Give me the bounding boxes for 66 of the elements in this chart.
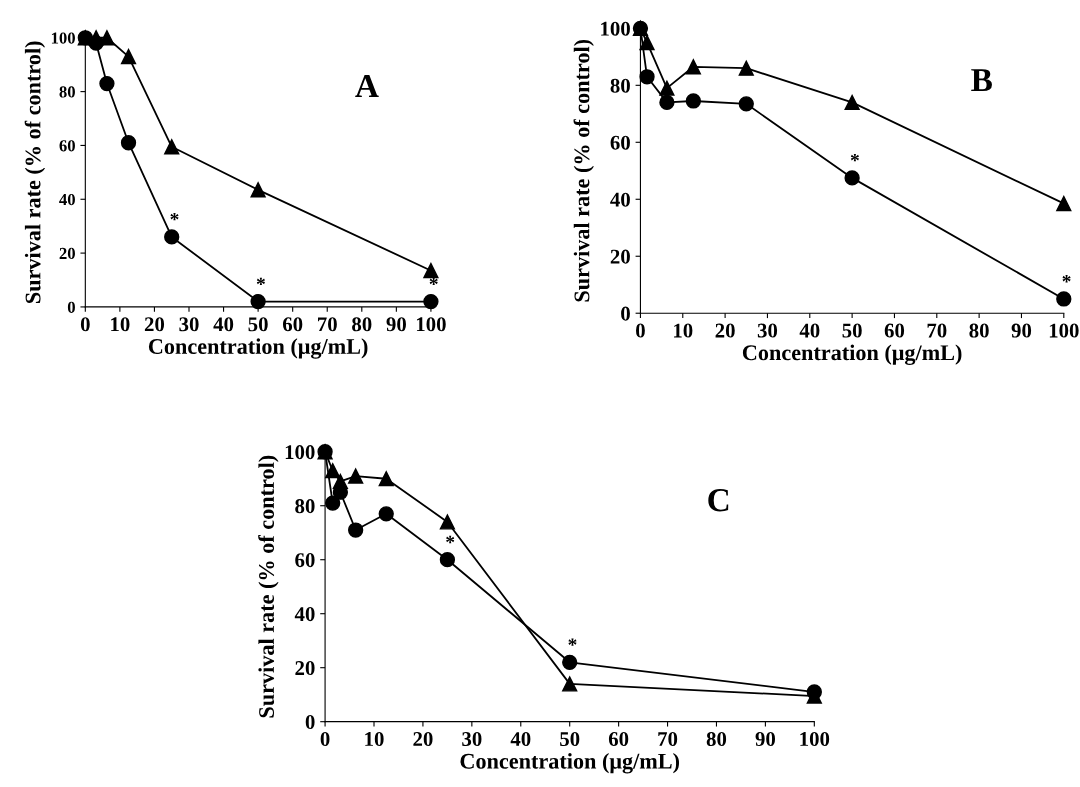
x-tick-label: 90 [1011, 323, 1032, 338]
y-tick-label: 40 [59, 193, 75, 206]
y-tick-label: 80 [59, 86, 75, 98]
x-tick-label: 100 [1049, 323, 1079, 338]
x-tick-label: 40 [510, 732, 531, 747]
y-tick-label: 100 [285, 445, 315, 460]
y-tick-label: 0 [305, 715, 315, 730]
x-tick-label: 20 [144, 317, 165, 332]
x-tick-label: 100 [416, 317, 446, 332]
x-tick-label: 60 [884, 323, 905, 338]
y-tick-label: 100 [601, 21, 630, 36]
annotation: * [256, 277, 265, 285]
x-tick-label: 30 [179, 317, 199, 332]
y-axis-title: Survival rate (% of control) [573, 39, 594, 302]
annotation: * [429, 277, 438, 285]
annotation: * [568, 638, 577, 646]
y-tick-label: 0 [621, 306, 630, 321]
x-tick-label: 10 [674, 323, 693, 338]
x-axis-title: Concentration (μg/mL) [148, 338, 368, 359]
x-tick-label: 50 [248, 317, 268, 332]
text: C [708, 489, 729, 512]
x-tick-label: 100 [800, 732, 830, 747]
text: B [971, 69, 992, 92]
y-axis-title: Survival rate (% of control) [258, 455, 279, 718]
x-tick-label: 10 [365, 732, 384, 747]
y-tick-label: 20 [59, 247, 75, 260]
y-tick-label: 20 [295, 661, 315, 676]
x-tick-label: 80 [706, 732, 727, 747]
x-tick-label: 20 [715, 323, 735, 338]
annotation: * [1062, 275, 1071, 283]
y-tick-label: 0 [67, 301, 75, 313]
x-axis-title: Concentration (μg/mL) [742, 344, 962, 365]
x-tick-label: 30 [462, 732, 482, 747]
y-axis-title: Survival rate (% of control) [24, 41, 46, 304]
x-tick-label: 0 [80, 317, 90, 332]
y-tick-label: 20 [610, 249, 630, 264]
x-tick-label: 90 [755, 732, 776, 747]
x-tick-label: 0 [320, 732, 330, 747]
y-tick-label: 60 [295, 553, 315, 568]
y-tick-label: 40 [610, 192, 630, 207]
text: A [355, 74, 379, 97]
x-tick-label: 0 [636, 323, 645, 338]
y-tick-label: 60 [59, 140, 75, 152]
x-tick-label: 30 [757, 323, 778, 338]
annotation: * [446, 535, 455, 544]
x-tick-label: 70 [658, 732, 678, 747]
x-tick-label: 70 [927, 323, 947, 338]
x-tick-label: 60 [282, 317, 303, 332]
x-tick-label: 80 [969, 323, 989, 338]
x-tick-label: 90 [386, 317, 406, 332]
x-axis-title: Concentration (μg/mL) [460, 753, 680, 774]
annotation: * [170, 213, 179, 221]
x-tick-label: 50 [842, 323, 862, 338]
x-tick-label: 20 [413, 732, 433, 747]
x-tick-label: 80 [352, 317, 372, 332]
y-tick-label: 80 [295, 499, 315, 514]
y-tick-label: 60 [610, 135, 630, 150]
x-tick-label: 40 [213, 317, 234, 332]
x-tick-label: 50 [560, 732, 580, 747]
x-tick-label: 40 [799, 323, 820, 338]
y-tick-label: 80 [610, 78, 630, 93]
annotation: * [850, 153, 859, 162]
x-tick-label: 10 [111, 317, 130, 332]
y-tick-label: 100 [51, 32, 75, 44]
y-tick-label: 40 [294, 607, 315, 622]
x-tick-label: 70 [318, 317, 337, 332]
